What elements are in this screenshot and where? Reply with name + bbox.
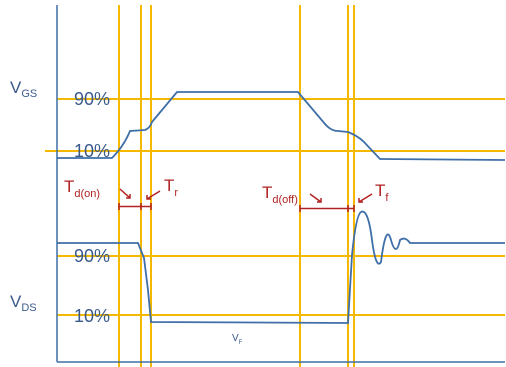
td-off-arrow	[309, 193, 322, 203]
vds-waveform	[57, 210, 505, 324]
td-off-label: Td(off)	[262, 183, 298, 206]
vgs-label: VGS	[10, 78, 37, 100]
td-on-arrow	[119, 188, 131, 199]
vds-90-label: 90%	[74, 246, 110, 266]
vds-10-label: 10%	[74, 306, 110, 326]
vgs-90-label: 90%	[74, 89, 110, 109]
tr-arrow	[146, 190, 161, 200]
vgs-10-label: 10%	[74, 141, 110, 161]
td-off-bracket	[299, 205, 349, 212]
horizontal-guides	[45, 98, 505, 316]
td-on-label: Td(on)	[64, 177, 100, 200]
tr-label: Tr	[164, 176, 178, 199]
tf-arrow	[358, 193, 373, 203]
axes	[56, 5, 505, 363]
vertical-guides	[118, 5, 355, 367]
tf-label: Tf	[375, 181, 389, 204]
tr-bracket	[141, 203, 152, 210]
tf-bracket	[348, 205, 355, 212]
td-on-bracket	[118, 203, 142, 210]
vds-label: VDS	[10, 292, 37, 314]
vf-annotation: VF	[232, 333, 243, 346]
timing-brackets	[118, 188, 373, 212]
vgs-waveform	[57, 91, 506, 161]
